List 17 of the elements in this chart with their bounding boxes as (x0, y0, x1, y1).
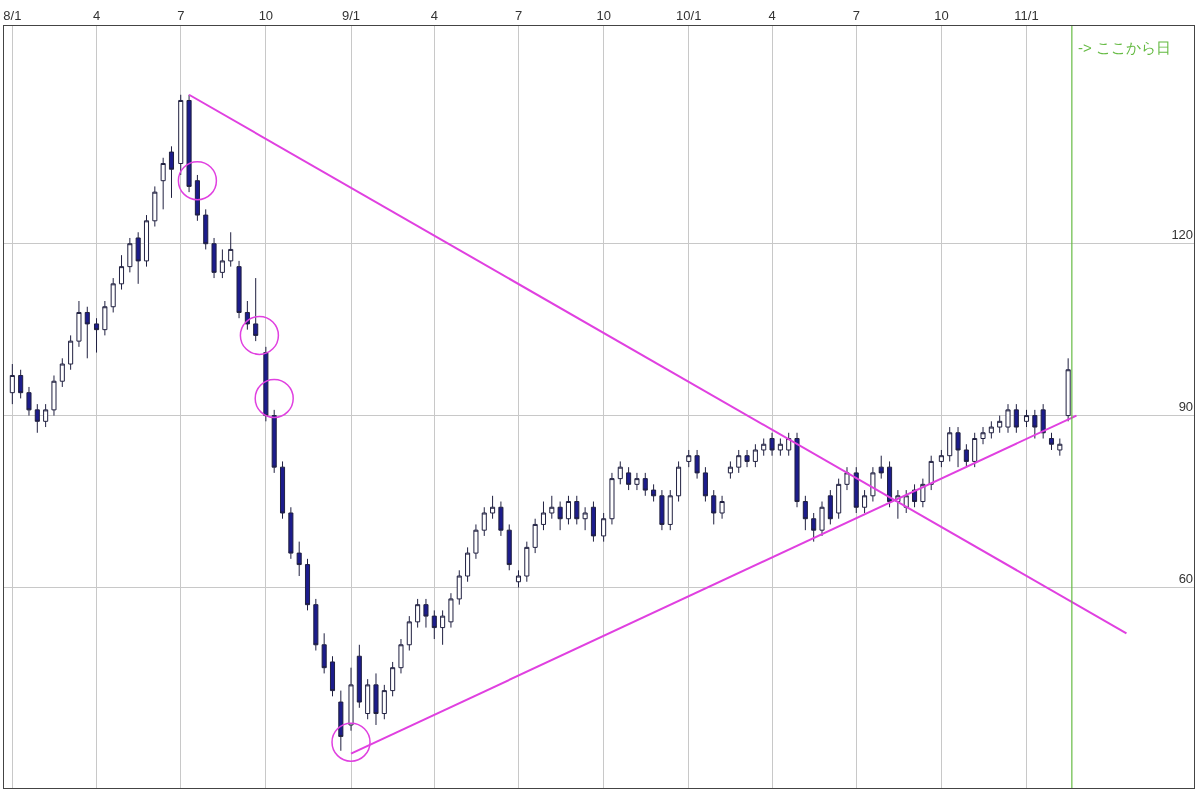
x-tick-label: 4 (768, 7, 776, 23)
x-tick-label: 4 (430, 7, 438, 23)
x-tick-label: 7 (852, 7, 860, 23)
y-tick-label: 120 (1171, 227, 1194, 243)
x-tick-label: 10 (258, 7, 274, 23)
x-tick-label: 10 (934, 7, 949, 23)
x-tick-label: 4 (92, 7, 101, 23)
x-tick-label: 9/1 (341, 7, 361, 23)
y-tick-label: 90 (1178, 399, 1194, 415)
x-tick-label: 10 (596, 7, 611, 23)
x-tick-label: 11/1 (1014, 7, 1039, 23)
x-tick-label: 10/1 (676, 7, 702, 23)
y-tick-label: 60 (1178, 570, 1194, 586)
x-tick-label: 7 (514, 7, 523, 23)
ref-line-label: -> ここから日 (1078, 39, 1171, 56)
x-tick-label: 8/1 (3, 7, 22, 23)
x-tick-label: 7 (177, 7, 185, 23)
